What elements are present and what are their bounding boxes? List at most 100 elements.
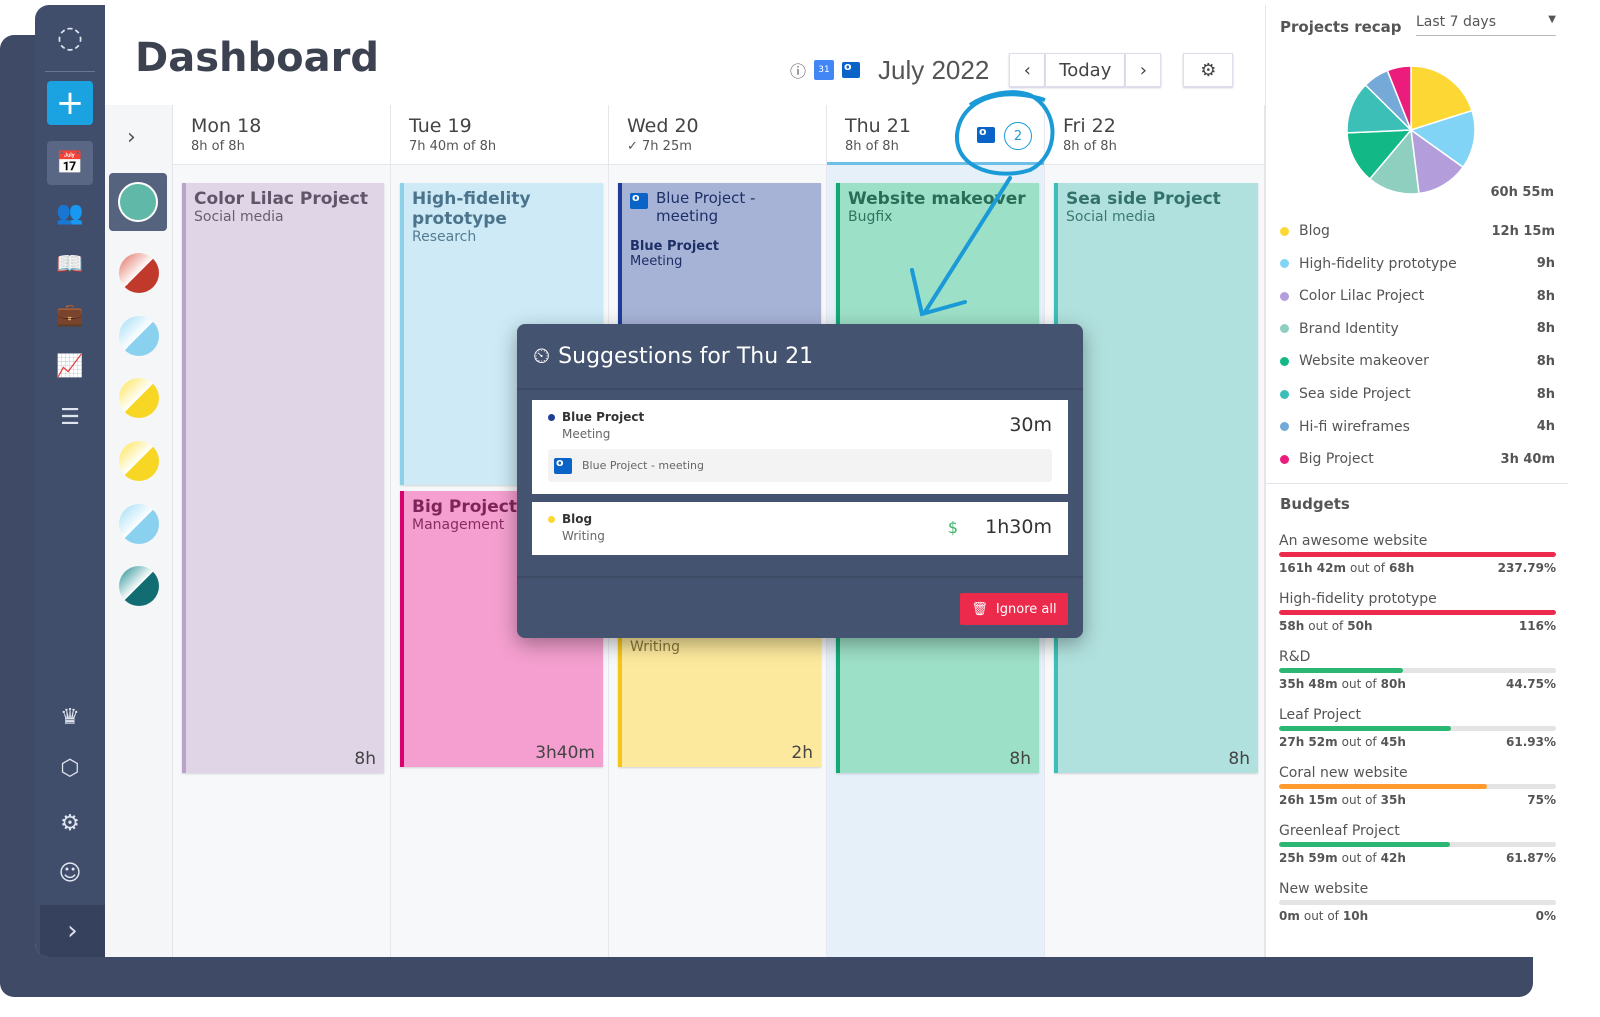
budget-spent: 26h 15m [1279,793,1338,807]
settings-icon[interactable]: ⚙ [60,810,80,836]
budget-total: 50h [1347,619,1373,633]
budget-name: New website [1279,881,1369,897]
budget-out-of: out of [1341,677,1377,691]
book-icon[interactable]: 📖 [56,251,84,277]
budget-total: 35h [1380,793,1406,807]
right-panel: Projects recap Last 7 days ▼ 60h 55m Blog… [1265,5,1568,957]
outlook-icon[interactable] [842,60,861,78]
avatar[interactable] [119,566,159,606]
budget-out-of: out of [1308,619,1344,633]
budget-out-of: out of [1341,851,1377,865]
integrations-icon[interactable]: ⬡ [60,755,80,781]
budget-progress-bar [1279,610,1556,615]
selected-member[interactable] [109,173,167,231]
budget-item[interactable]: Leaf Project 27h 52m out of 45h 61.93% [1279,707,1556,749]
prev-button[interactable]: ‹ [1009,53,1046,87]
day-name: Thu 21 [845,115,911,137]
pie-slice [1410,65,1473,132]
member-column: › [105,105,173,957]
legend-name: Color Lilac Project [1299,288,1425,305]
budget-total: 68h [1389,561,1415,575]
budget-item[interactable]: Coral new website 26h 15m out of 35h 75% [1279,765,1556,807]
suggestions-count-badge[interactable]: 2 [1004,122,1032,150]
google-calendar-icon[interactable]: 31 [814,60,835,80]
tasks-list-icon[interactable]: ☰ [60,404,80,430]
today-button[interactable]: Today [1045,53,1126,87]
outlook-icon [630,191,648,209]
avatar[interactable] [119,504,159,544]
next-button[interactable]: › [1125,53,1162,87]
day-hours: 8h of 8h [1063,139,1117,154]
legend-dot [1280,389,1289,399]
team-icon[interactable]: 👥 [56,200,84,226]
analytics-icon[interactable]: 📈 [56,353,84,379]
legend-name: High-fidelity prototype [1299,255,1457,272]
budget-percent: 237.79% [1497,561,1556,575]
timesheet-icon[interactable]: 📅 [47,141,93,185]
suggestion-duration: 30m [1009,414,1052,436]
expand-members-button[interactable]: › [127,125,136,150]
billable-time-icon: $ [947,518,958,537]
card-task: Social media [1066,209,1156,225]
profile-icon[interactable]: ☺ [58,860,82,886]
day-name: Wed 20 [627,115,699,137]
budget-item[interactable]: High-fidelity prototype 58h out of 50h 116% [1279,591,1556,633]
suggestion-item[interactable]: Blog Writing $ 1h30m [532,502,1068,555]
budget-name: High-fidelity prototype [1279,591,1437,607]
legend-value: 9h [1536,256,1555,272]
card-title: Website makeover [848,189,1026,209]
time-entry-card[interactable]: Blue Project - meeting Blue ProjectMeetin… [618,183,821,333]
avatar[interactable] [119,378,159,418]
legend-value: 4h [1536,419,1555,435]
avatar[interactable] [119,253,159,293]
day-name: Tue 19 [409,115,472,137]
time-entry-card[interactable]: Sea side Project Social media 8h [1054,183,1258,773]
budget-total: 10h [1342,909,1369,923]
recap-legend-item: High-fidelity prototype 9h [1280,256,1555,272]
outlook-icon [977,125,995,143]
period-value: Last 7 days [1416,14,1497,30]
avatar[interactable] [119,316,159,356]
briefcase-icon[interactable]: 💼 [56,302,84,328]
budget-item[interactable]: R&D 35h 48m out of 80h 44.75% [1279,649,1556,691]
crown-icon[interactable]: ♛ [60,704,80,730]
budget-item[interactable]: An awesome website 161h 42m out of 68h 237.… [1279,533,1556,575]
expand-sidebar-button[interactable]: › [40,905,105,957]
card-duration: 3h40m [535,743,595,763]
budget-name: R&D [1279,649,1311,665]
period-select[interactable]: Last 7 days ▼ [1416,14,1556,36]
legend-dot [1280,291,1289,301]
time-entry-card[interactable]: Color Lilac Project Social media 8h [182,183,384,773]
calendar-settings-button[interactable]: ⚙ [1183,53,1234,87]
budget-percent: 61.87% [1506,851,1556,865]
budget-out-of: out of [1341,793,1377,807]
pie-slice [1386,65,1412,131]
budget-item[interactable]: Greenleaf Project 25h 59m out of 42h 61.87% [1279,823,1556,865]
avatar[interactable] [119,441,159,481]
time-entry-card[interactable]: High-fidelity prototype Research [400,183,603,485]
budget-percent: 75% [1527,793,1556,807]
card-task: Writing [630,639,680,655]
suggestions-popup: ⏲ Suggestions for Thu 21 Blue Project Mee… [517,324,1083,638]
sidebar: ◌ + 📅 👥 📖 💼 📈 ☰ ♛ ⬡ ⚙ ☺ › [35,5,105,957]
ignore-all-button[interactable]: 🗑 Ignore all [960,593,1068,625]
suggestion-project: Blue Project [562,410,645,424]
recap-legend-item: Blog 12h 15m [1280,223,1555,239]
legend-dot [1280,226,1289,236]
popup-title: Suggestions for Thu 21 [558,343,814,369]
trash-icon: 🗑 [971,601,988,617]
day-name: Mon 18 [191,115,262,137]
day-hours: 8h of 8h [191,139,245,154]
outlook-icon [554,456,572,474]
help-icon[interactable]: ⓘ [790,62,807,81]
budget-spent: 58h [1279,619,1305,633]
suggestion-item[interactable]: Blue Project Meeting 30m Blue Project - … [532,400,1068,494]
day-name: Fri 22 [1063,115,1116,137]
card-title: Blue Project - meeting [656,189,756,225]
add-button[interactable]: + [47,81,93,125]
logo-icon[interactable]: ◌ [56,19,84,55]
budget-item[interactable]: New website 0m out of 10h 0% [1279,881,1556,923]
budget-progress-bar [1279,900,1556,905]
budget-spent: 161h 42m [1279,561,1346,575]
budget-spent: 27h 52m [1279,735,1338,749]
